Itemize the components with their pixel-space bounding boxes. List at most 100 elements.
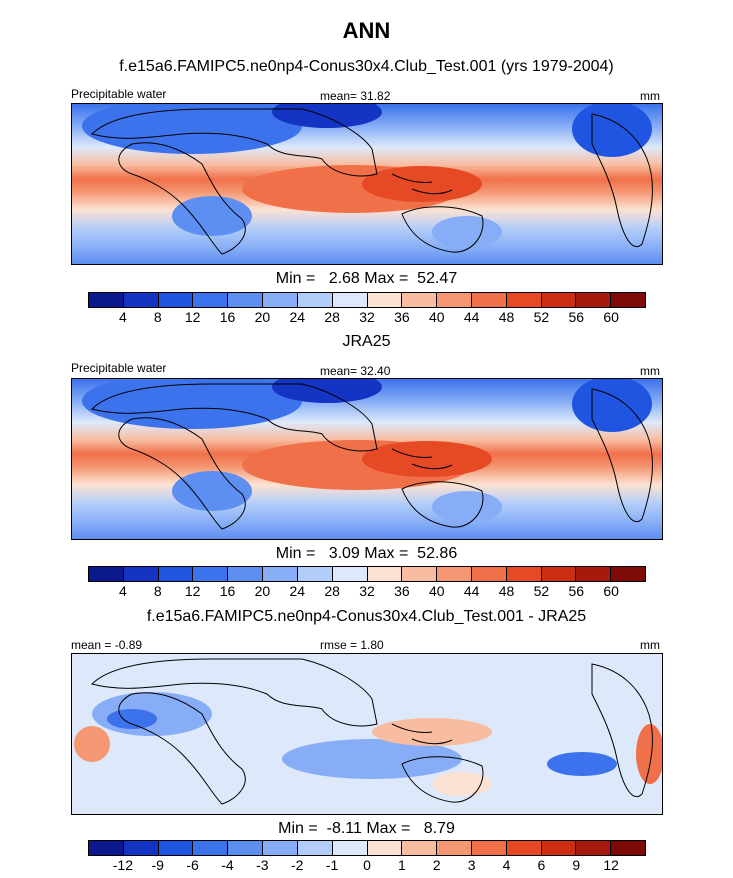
colorbar-swatch [471,567,507,581]
colorbar-swatch [437,841,472,855]
colorbar-tick-label: 36 [394,309,410,325]
warm-pool-core [362,441,492,477]
colorbar-swatch [228,293,264,307]
coastlines [91,658,653,805]
panel-2-variable-label: Precipitable water [71,361,167,375]
colorbar-2-ticks: 4 8 12 16 20 24 28 32 36 40 44 48 52 56 60 [88,583,646,601]
colorbar-swatch [402,567,438,581]
colorbar-tick-label: 32 [359,583,375,599]
eurasia-dry [82,379,302,429]
colorbar-swatch [193,567,229,581]
colorbar-swatch [332,841,368,855]
colorbar-swatch [367,293,403,307]
colorbar-swatch [158,567,194,581]
colorbar-tick-label: 16 [219,583,236,599]
diff-atlantic-core [107,709,157,729]
colorbar-tick-label: 60 [603,309,619,325]
panel-2-minmax: Min = 3.09 Max = 52.86 [275,545,458,562]
eurasia-dry [82,104,302,154]
panel-3-rmse-label: rmse = 1.80 [320,638,384,652]
colorbar-swatch [611,841,645,855]
colorbar-swatch [228,841,264,855]
panel-1-minmax: Min = 2.68 Max = 52.47 [275,270,458,287]
panel-1-map [71,103,663,265]
tibet-dry [272,379,382,403]
colorbar-swatch [471,841,507,855]
colorbar-tick-label: 40 [428,309,445,325]
colorbar-tick-label: 16 [219,309,236,325]
colorbar-tick-label: 40 [428,583,445,599]
panel-2-map [71,378,663,540]
panel-2-mean-label: mean= 32.40 [320,364,391,378]
colorbar-tick-label: 48 [498,309,515,325]
colorbar-tick-label: 4 [118,583,127,599]
diff-west-pos [74,726,110,762]
colorbar-1 [88,292,646,308]
panel-2-units-label: mm [640,364,660,378]
tibet-dry [272,104,382,128]
colorbar-swatch [263,567,298,581]
colorbar-swatch [541,841,577,855]
coastlines [91,383,653,530]
colorbar-tick-label: 6 [537,857,546,873]
colorbar-swatch [576,293,612,307]
diff-pacific-neg [547,752,617,776]
colorbar-swatch [263,293,298,307]
colorbar-tick-label: 12 [184,583,201,599]
colorbar-tick-label: -9 [151,857,164,873]
panel-3-mean-label: mean = -0.89 [71,638,143,652]
colorbar-swatch [297,293,333,307]
panel-3-minmax: Min = -8.11 Max = 8.79 [278,820,455,837]
colorbar-tick-label: 44 [463,309,480,325]
colorbar-swatch [123,567,159,581]
colorbar-swatch [158,293,194,307]
diff-east-pos [636,724,662,784]
colorbar-tick-label: 48 [498,583,515,599]
colorbar-tick-label: 36 [394,583,410,599]
colorbar-tick-label: -12 [112,857,133,873]
colorbar-tick-label: 28 [324,309,340,325]
panel-1-variable-label: Precipitable water [71,87,167,101]
colorbar-tick-label: 52 [533,583,550,599]
colorbar-tick-label: 0 [363,857,371,873]
colorbar-swatch [332,293,368,307]
colorbar-tick-label: 8 [153,583,162,599]
panel-2-subtitle: JRA25 [342,333,391,350]
colorbar-tick-label: 1 [397,857,406,873]
colorbar-swatch [402,841,438,855]
colorbar-swatch [89,293,124,307]
colorbar-swatch [367,567,403,581]
colorbar-tick-label: 4 [502,857,511,873]
colorbar-tick-label: 20 [254,583,271,599]
colorbar-tick-label: -4 [221,857,234,873]
colorbar-swatch [193,293,229,307]
colorbar-swatch [228,567,264,581]
colorbar-tick-label: 28 [324,583,340,599]
colorbar-swatch [506,567,542,581]
colorbar-swatch [506,293,542,307]
colorbar-tick-label: 44 [463,583,480,599]
colorbar-tick-label: 12 [184,309,201,325]
southern-africa-dry [172,471,252,511]
panel-3-map [71,653,663,815]
colorbar-swatch [123,293,159,307]
colorbar-swatch [89,567,124,581]
warm-pool-core [362,166,482,202]
colorbar-tick-label: 32 [359,309,375,325]
australia-dry [432,216,502,248]
colorbar-swatch [576,567,612,581]
colorbar-swatch [263,841,298,855]
colorbar-swatch [193,841,229,855]
colorbar-tick-label: 2 [432,857,441,873]
colorbar-2 [88,566,646,582]
colorbar-swatch [437,293,472,307]
colorbar-swatch [576,841,612,855]
colorbar-tick-label: -2 [291,857,304,873]
colorbar-swatch [506,841,542,855]
panel-1-mean-label: mean= 31.82 [320,89,391,103]
colorbar-tick-label: 4 [118,309,127,325]
colorbar-swatch [332,567,368,581]
colorbar-tick-label: -3 [256,857,269,873]
diff-indian-neg [282,739,462,779]
colorbar-tick-label: -1 [325,857,339,873]
